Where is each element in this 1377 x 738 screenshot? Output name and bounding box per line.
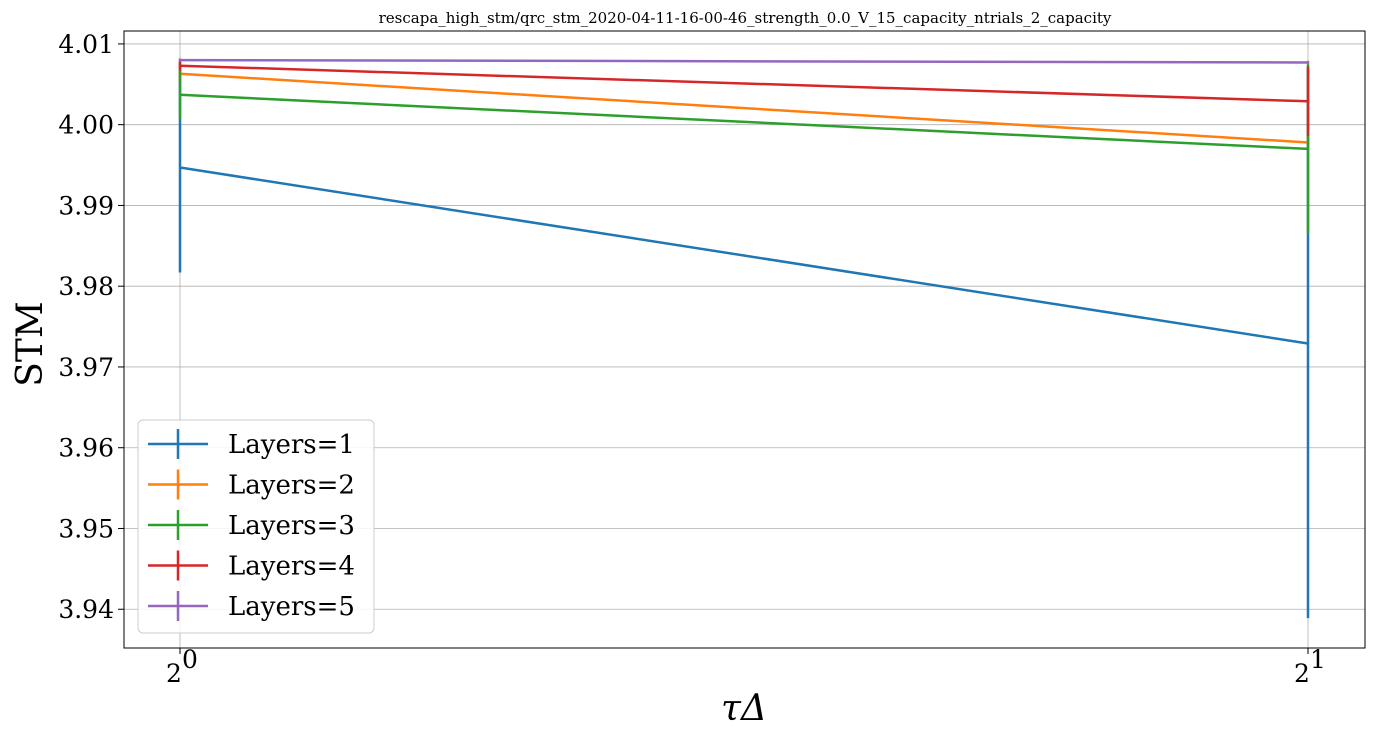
legend-box — [137, 419, 375, 634]
x-tick-exponent: 1 — [1310, 645, 1326, 674]
legend-label: Layers=5 — [228, 592, 355, 622]
y-tick-label: 3.98 — [58, 272, 114, 301]
y-axis-ticks: 3.94 3.95 3.96 3.97 3.98 3.99 4.00 4.01 — [58, 30, 124, 624]
x-tick-exponent: 0 — [182, 645, 198, 674]
x-tick-label: 2 — [166, 659, 182, 688]
series-line-4 — [179, 64, 1309, 103]
y-tick-label: 3.96 — [58, 434, 114, 463]
series-line-3 — [179, 93, 1309, 151]
x-axis-label: τΔ — [721, 688, 767, 729]
y-tick-label: 3.99 — [58, 191, 114, 220]
legend-label: Layers=4 — [228, 552, 355, 582]
y-tick-label: 3.94 — [58, 595, 114, 624]
y-tick-label: 3.95 — [58, 514, 114, 543]
y-tick-label: 4.00 — [58, 111, 114, 140]
legend-label: Layers=2 — [228, 471, 355, 501]
series-line-5 — [179, 58, 1309, 64]
chart-title: rescapa_high_stm/qrc_stm_2020-04-11-16-0… — [379, 9, 1112, 27]
legend-label: Layers=3 — [228, 511, 355, 541]
series-line-2 — [179, 72, 1309, 144]
legend-label: Layers=1 — [228, 430, 355, 460]
x-tick-label: 2 — [1294, 659, 1310, 688]
series-lines — [178, 58, 1310, 619]
y-tick-label: 3.97 — [58, 353, 114, 382]
legend: Layers=1 Layers=2 Layers=3 Layers=4 Layers=5 — [137, 419, 375, 634]
y-tick-label: 4.01 — [58, 30, 114, 59]
series-line-1 — [179, 166, 1309, 345]
plot-frame — [123, 30, 1366, 649]
y-axis-label: STM — [10, 301, 51, 387]
